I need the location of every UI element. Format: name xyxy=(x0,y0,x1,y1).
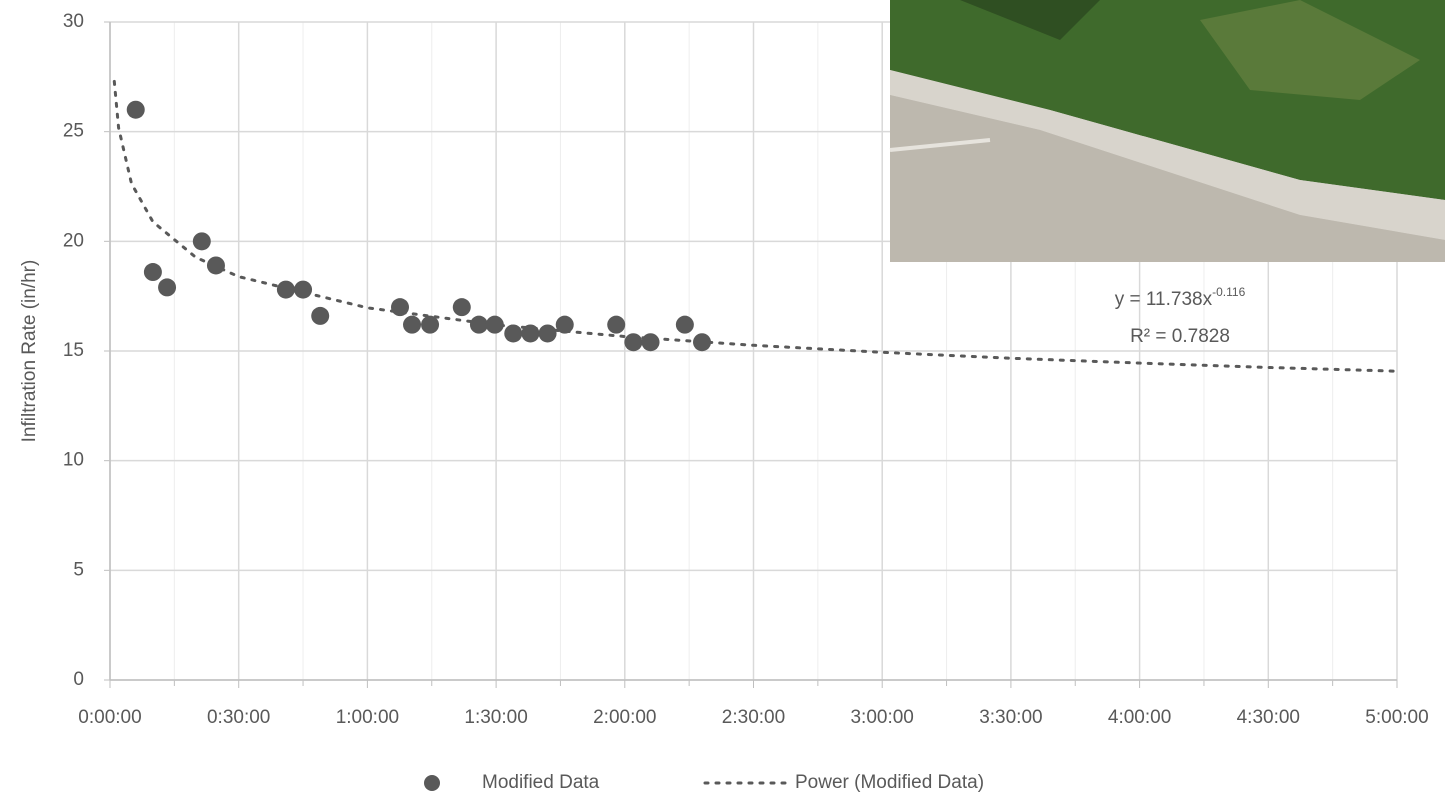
photo xyxy=(889,0,1445,262)
point xyxy=(538,324,557,343)
y-tick-label: 30 xyxy=(63,11,84,32)
legend-label: Modified Data xyxy=(482,772,600,793)
x-tick-label: 4:00:00 xyxy=(1108,707,1171,728)
y-tick-label: 20 xyxy=(63,230,84,251)
point xyxy=(276,280,295,299)
r-squared: R² = 0.7828 xyxy=(1130,326,1230,347)
point xyxy=(675,315,694,334)
point xyxy=(126,100,145,119)
point xyxy=(624,333,643,352)
trendline xyxy=(112,79,1399,373)
x-tick-label: 3:30:00 xyxy=(979,707,1042,728)
y-tick-label: 10 xyxy=(63,450,84,471)
point xyxy=(504,324,523,343)
y-tick-label: 15 xyxy=(63,340,84,361)
point xyxy=(607,315,626,334)
point xyxy=(192,232,211,251)
legend-label: Power (Modified Data) xyxy=(795,772,984,793)
trend-equation: y = 11.738x-0.116 xyxy=(1115,285,1246,310)
point xyxy=(469,315,488,334)
x-tick-label: 1:30:00 xyxy=(464,707,527,728)
x-tick-label: 2:00:00 xyxy=(593,707,656,728)
x-tick-label: 0:30:00 xyxy=(207,707,270,728)
point xyxy=(391,298,410,317)
point xyxy=(693,333,712,352)
point xyxy=(143,263,162,282)
x-tick-label: 1:00:00 xyxy=(336,707,399,728)
point xyxy=(485,315,504,334)
x-tick-label: 3:00:00 xyxy=(850,707,913,728)
x-tick-label: 0:00:00 xyxy=(78,707,141,728)
x-tick-label: 4:30:00 xyxy=(1237,707,1300,728)
point xyxy=(158,278,177,297)
point xyxy=(294,280,313,299)
y-axis-label: Infiltration Rate (in/hr) xyxy=(19,260,40,443)
y-tick-label: 25 xyxy=(63,121,84,142)
point xyxy=(206,256,225,275)
legend-marker xyxy=(424,775,440,791)
equation-exponent: -0.116 xyxy=(1212,285,1245,299)
point xyxy=(555,315,574,334)
point xyxy=(403,315,422,334)
point xyxy=(521,324,540,343)
point xyxy=(641,333,660,352)
point xyxy=(311,306,330,325)
x-tick-label: 2:30:00 xyxy=(722,707,785,728)
point xyxy=(421,315,440,334)
equation-text: y = 11.738x xyxy=(1115,289,1213,310)
x-tick-label: 5:00:00 xyxy=(1365,707,1428,728)
y-tick-label: 0 xyxy=(73,669,84,690)
point xyxy=(452,298,471,317)
y-tick-label: 5 xyxy=(73,559,84,580)
